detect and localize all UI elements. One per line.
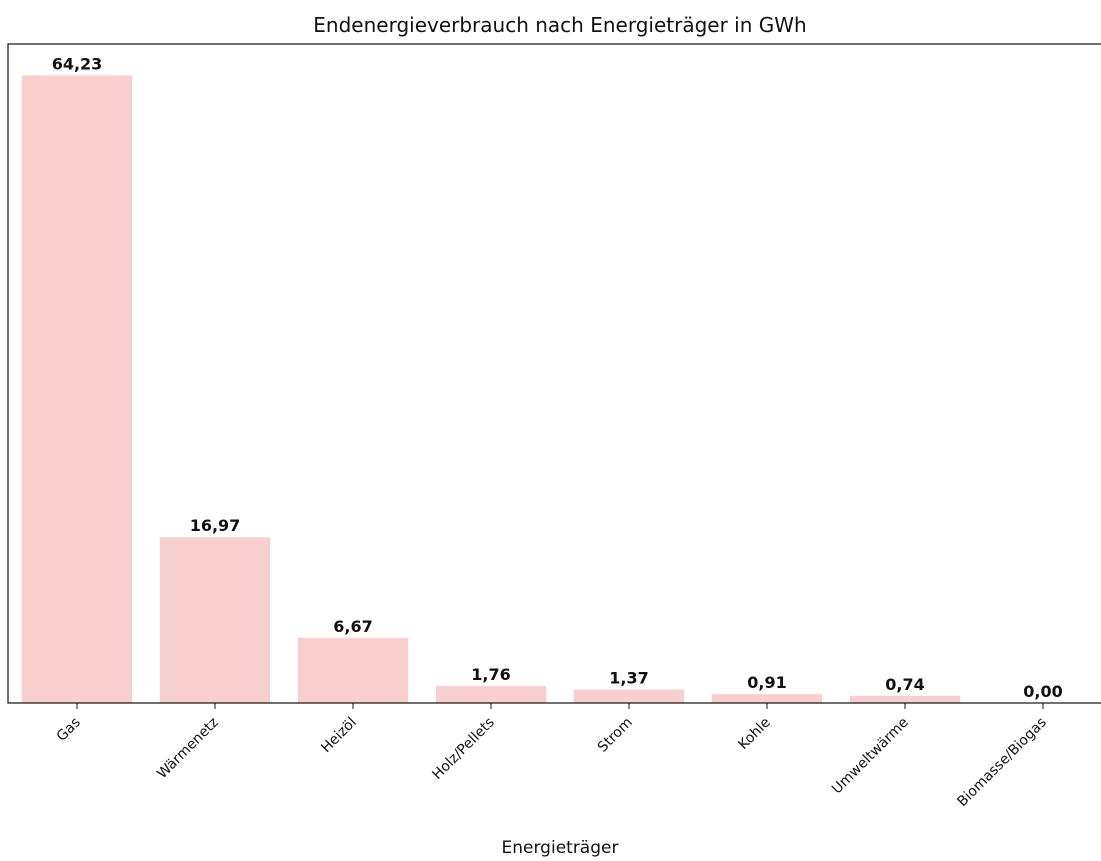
bar [21,75,133,703]
value-label: 0,00 [1023,682,1062,701]
bar [159,537,271,703]
value-label: 64,23 [52,54,103,73]
bar [435,685,547,703]
x-axis-label: Energieträger [502,838,619,858]
bar [297,637,409,703]
x-tick-label: Heizöl [318,715,360,757]
x-tick-label: Strom [595,715,636,756]
plot-frame [7,43,1101,704]
value-label: 6,67 [333,617,372,636]
value-label: 1,76 [471,665,510,684]
bar [849,695,961,703]
x-tick-label: Gas [54,715,84,745]
value-label: 16,97 [190,516,241,535]
value-label: 1,37 [609,669,648,688]
chart-title: Endenergieverbrauch nach Energieträger i… [313,13,806,37]
x-tick-label: Umweltwärme [829,715,912,798]
bar [573,689,685,703]
x-tick-label: Biomasse/Biogas [954,715,1049,810]
x-tick-label: Holz/Pellets [429,715,497,783]
value-label: 0,74 [885,675,924,694]
x-tick-label: Kohle [735,715,773,753]
bar [711,694,823,703]
value-label: 0,91 [747,673,786,692]
x-tick-label: Wärmenetz [154,715,222,783]
